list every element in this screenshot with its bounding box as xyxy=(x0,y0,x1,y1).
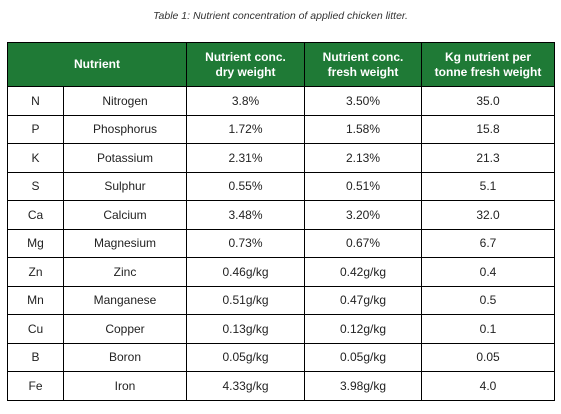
cell-kg-per-tonne: 5.1 xyxy=(421,171,555,201)
cell-symbol: Ca xyxy=(7,200,64,230)
cell-symbol: Mg xyxy=(7,228,64,258)
table-row: B Boron 0.05g/kg 0.05g/kg 0.05 xyxy=(7,342,555,372)
cell-fresh-weight: 3.20% xyxy=(304,200,422,230)
cell-symbol: Mn xyxy=(7,285,64,315)
cell-dry-weight: 0.46g/kg xyxy=(186,257,305,287)
cell-symbol: S xyxy=(7,171,64,201)
nutrient-table: Nutrient Nutrient conc. dry weight Nutri… xyxy=(7,42,555,401)
cell-dry-weight: 0.51g/kg xyxy=(186,285,305,315)
cell-symbol: Zn xyxy=(7,257,64,287)
cell-kg-per-tonne: 32.0 xyxy=(421,200,555,230)
table-row: S Sulphur 0.55% 0.51% 5.1 xyxy=(7,171,555,201)
cell-dry-weight: 0.05g/kg xyxy=(186,342,305,372)
cell-kg-per-tonne: 0.4 xyxy=(421,257,555,287)
cell-nutrient-name: Copper xyxy=(63,314,187,344)
cell-symbol: K xyxy=(7,143,64,173)
header-kg-per-tonne-line2: tonne fresh weight xyxy=(434,64,542,79)
cell-symbol: N xyxy=(7,86,64,116)
cell-fresh-weight: 0.42g/kg xyxy=(304,257,422,287)
cell-dry-weight: 2.31% xyxy=(186,143,305,173)
cell-nutrient-name: Iron xyxy=(63,371,187,401)
cell-nutrient-name: Sulphur xyxy=(63,171,187,201)
header-nutrient: Nutrient xyxy=(7,42,187,87)
cell-nutrient-name: Nitrogen xyxy=(63,86,187,116)
cell-fresh-weight: 0.47g/kg xyxy=(304,285,422,315)
cell-nutrient-name: Calcium xyxy=(63,200,187,230)
header-dry-weight: Nutrient conc. dry weight xyxy=(186,42,305,87)
cell-dry-weight: 3.48% xyxy=(186,200,305,230)
cell-fresh-weight: 3.50% xyxy=(304,86,422,116)
cell-kg-per-tonne: 35.0 xyxy=(421,86,555,116)
cell-fresh-weight: 2.13% xyxy=(304,143,422,173)
cell-fresh-weight: 3.98g/kg xyxy=(304,371,422,401)
table-row: P Phosphorus 1.72% 1.58% 15.8 xyxy=(7,114,555,144)
cell-nutrient-name: Boron xyxy=(63,342,187,372)
cell-fresh-weight: 1.58% xyxy=(304,114,422,144)
cell-dry-weight: 3.8% xyxy=(186,86,305,116)
cell-nutrient-name: Phosphorus xyxy=(63,114,187,144)
header-nutrient-label: Nutrient xyxy=(74,57,120,71)
cell-symbol: Cu xyxy=(7,314,64,344)
header-dry-weight-line1: Nutrient conc. xyxy=(205,49,286,64)
cell-dry-weight: 1.72% xyxy=(186,114,305,144)
cell-nutrient-name: Potassium xyxy=(63,143,187,173)
cell-kg-per-tonne: 4.0 xyxy=(421,371,555,401)
header-dry-weight-line2: dry weight xyxy=(215,64,276,79)
cell-kg-per-tonne: 6.7 xyxy=(421,228,555,258)
cell-symbol: Fe xyxy=(7,371,64,401)
cell-dry-weight: 4.33g/kg xyxy=(186,371,305,401)
cell-kg-per-tonne: 0.1 xyxy=(421,314,555,344)
cell-kg-per-tonne: 15.8 xyxy=(421,114,555,144)
header-fresh-weight-line2: fresh weight xyxy=(327,64,399,79)
cell-nutrient-name: Manganese xyxy=(63,285,187,315)
table-row: Ca Calcium 3.48% 3.20% 32.0 xyxy=(7,200,555,230)
cell-kg-per-tonne: 21.3 xyxy=(421,143,555,173)
cell-symbol: P xyxy=(7,114,64,144)
table-row: Fe Iron 4.33g/kg 3.98g/kg 4.0 xyxy=(7,371,555,401)
cell-nutrient-name: Zinc xyxy=(63,257,187,287)
cell-dry-weight: 0.55% xyxy=(186,171,305,201)
cell-dry-weight: 0.13g/kg xyxy=(186,314,305,344)
header-fresh-weight-line1: Nutrient conc. xyxy=(322,49,404,64)
table-row: Cu Copper 0.13g/kg 0.12g/kg 0.1 xyxy=(7,314,555,344)
table-row: Mn Manganese 0.51g/kg 0.47g/kg 0.5 xyxy=(7,285,555,315)
cell-fresh-weight: 0.05g/kg xyxy=(304,342,422,372)
header-fresh-weight: Nutrient conc. fresh weight xyxy=(304,42,422,87)
cell-nutrient-name: Magnesium xyxy=(63,228,187,258)
cell-dry-weight: 0.73% xyxy=(186,228,305,258)
cell-symbol: B xyxy=(7,342,64,372)
table-row: Zn Zinc 0.46g/kg 0.42g/kg 0.4 xyxy=(7,257,555,287)
cell-kg-per-tonne: 0.5 xyxy=(421,285,555,315)
table-row: N Nitrogen 3.8% 3.50% 35.0 xyxy=(7,86,555,116)
header-row: Nutrient Nutrient conc. dry weight Nutri… xyxy=(7,42,555,87)
header-kg-per-tonne: Kg nutrient per tonne fresh weight xyxy=(421,42,555,87)
cell-kg-per-tonne: 0.05 xyxy=(421,342,555,372)
cell-fresh-weight: 0.51% xyxy=(304,171,422,201)
cell-fresh-weight: 0.67% xyxy=(304,228,422,258)
header-kg-per-tonne-line1: Kg nutrient per xyxy=(445,49,531,64)
table-row: K Potassium 2.31% 2.13% 21.3 xyxy=(7,143,555,173)
table-row: Mg Magnesium 0.73% 0.67% 6.7 xyxy=(7,228,555,258)
cell-fresh-weight: 0.12g/kg xyxy=(304,314,422,344)
table-caption: Table 1: Nutrient concentration of appli… xyxy=(153,10,408,22)
